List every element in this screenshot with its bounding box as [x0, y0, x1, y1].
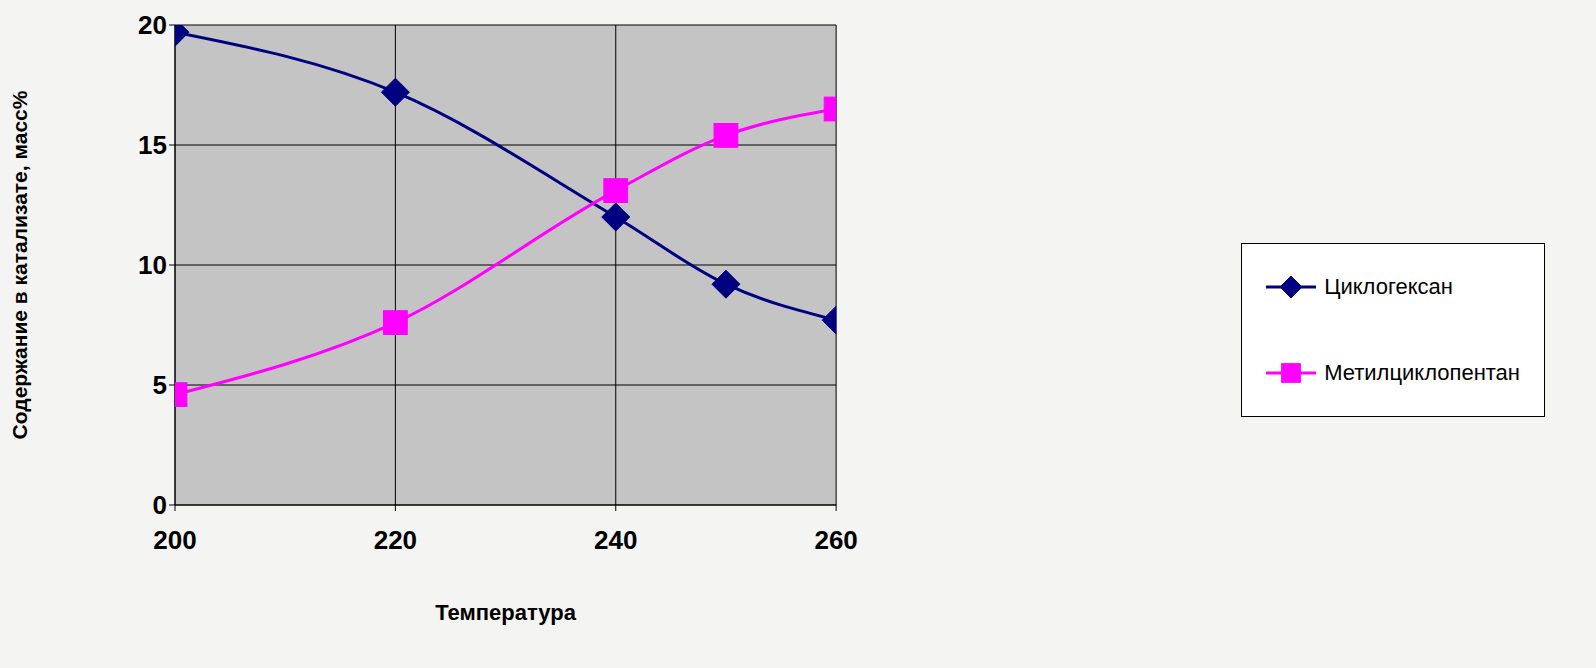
svg-text:5: 5 — [153, 370, 167, 400]
svg-text:10: 10 — [138, 250, 167, 280]
html-text:Метилциклопентан: Метилциклопентан — [1324, 360, 1520, 385]
svg-text:Содержание в катализате, масс%: Содержание в катализате, масс% — [8, 90, 31, 439]
html-text:Циклогексан: Циклогексан — [1324, 274, 1453, 299]
svg-text:240: 240 — [594, 525, 637, 555]
svg-text:Температура: Температура — [435, 600, 576, 625]
svg-text:20: 20 — [138, 10, 167, 40]
svg-text:220: 220 — [374, 525, 417, 555]
svg-text:15: 15 — [138, 130, 167, 160]
svg-text:260: 260 — [814, 525, 857, 555]
svg-text:200: 200 — [153, 525, 196, 555]
svg-text:0: 0 — [153, 490, 167, 520]
